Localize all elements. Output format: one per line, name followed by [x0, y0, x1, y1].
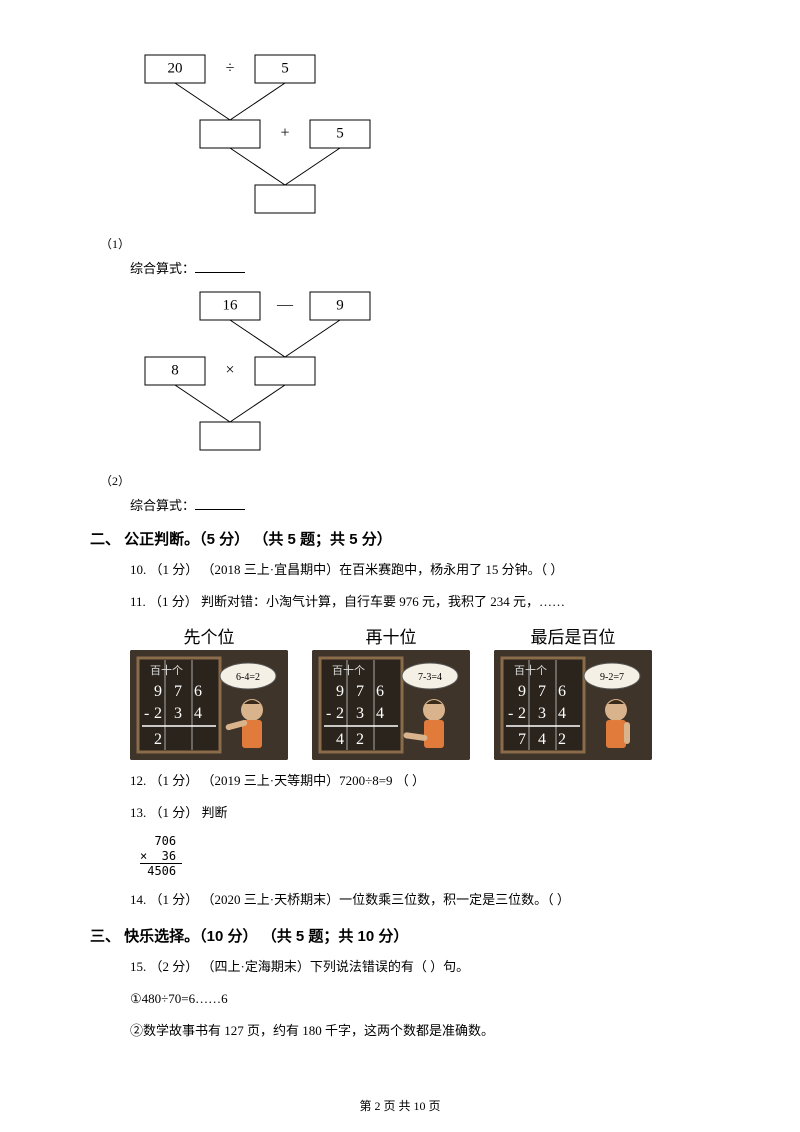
p3-bubble: 9-2=7	[600, 672, 624, 683]
question-15: 15. （2 分） （四上·定海期末）下列说法错误的有（ ）句。	[130, 956, 710, 978]
vert-r1: 706	[140, 834, 710, 848]
p2-bubble: 7-3=4	[418, 672, 442, 683]
combined-1: 综合算式：	[130, 258, 710, 277]
d1-top-left: 20	[168, 60, 183, 76]
d1-op1: ÷	[226, 60, 235, 77]
panel-2-title: 再十位	[312, 623, 470, 648]
d2-op1: —	[276, 297, 294, 314]
p2-headers: 百十个	[332, 663, 365, 677]
question-13: 13. （1 分） 判断	[130, 802, 710, 824]
blank-1[interactable]	[195, 261, 245, 273]
panel-1-title: 先个位	[130, 623, 288, 648]
d2-top-right: 9	[336, 297, 344, 313]
question-15b: ②数学故事书有 127 页，约有 180 千字，这两个数都是准确数。	[130, 1020, 710, 1042]
question-10: 10. （1 分） （2018 三上·宜昌期中）在百米赛跑中，杨永用了 15 分…	[130, 559, 710, 581]
combined-label-2: 综合算式：	[130, 498, 195, 513]
d1-top-right: 5	[281, 60, 289, 76]
question-11: 11. （1 分） 判断对错：小淘气计算，自行车要 976 元，我积了 234 …	[130, 591, 710, 613]
p3-r2: 234	[518, 705, 578, 722]
panel-1-image: 百十个 976 234 - 2 6-4=2	[130, 650, 288, 760]
d2-top-left: 16	[223, 297, 239, 313]
diagram-1-svg: 20 ÷ 5 + 5	[130, 50, 410, 225]
p1-headers: 百十个	[150, 663, 183, 677]
vert-r2: × 36	[140, 849, 182, 864]
page-footer: 第 2 页 共 10 页	[0, 1097, 800, 1114]
p1-r3: 2	[154, 731, 174, 748]
p2-r3: 42	[336, 731, 376, 748]
diagram-2: 16 — 9 8 ×	[130, 287, 710, 462]
svg-text:-: -	[508, 705, 513, 722]
p3-headers: 百十个	[514, 663, 547, 677]
blank-2[interactable]	[195, 498, 245, 510]
combined-2: 综合算式：	[130, 495, 710, 514]
p1-r2: 234	[154, 705, 214, 722]
question-12: 12. （1 分） （2019 三上·天等期中）7200÷8=9 （ ）	[130, 770, 710, 792]
panel-2: 再十位 百十个 976 234 - 42 7-3=4	[312, 623, 470, 760]
panel-1: 先个位 百十个 976 234 - 2 6-4=2	[130, 623, 288, 760]
diagram-1: 20 ÷ 5 + 5	[130, 50, 710, 225]
section-2-title: 二、 公正判断。（5 分） （共 5 题；共 5 分）	[90, 528, 710, 549]
panel-3-image: 百十个 976 234 - 742 9-2=7	[494, 650, 652, 760]
panel-2-image: 百十个 976 234 - 42 7-3=4	[312, 650, 470, 760]
d1-mid-right: 5	[336, 125, 344, 141]
svg-text:-: -	[144, 705, 149, 722]
d2-op2: ×	[225, 362, 234, 379]
combined-label-1: 综合算式：	[130, 261, 195, 276]
d2-mid-left: 8	[171, 362, 179, 378]
vertical-calc: 706 × 36 4506	[140, 834, 710, 878]
section-3-title: 三、 快乐选择。（10 分） （共 5 题；共 10 分）	[90, 925, 710, 946]
p1-r1: 976	[154, 683, 214, 700]
p3-r1: 976	[518, 683, 578, 700]
p2-r1: 976	[336, 683, 396, 700]
vert-r3: 4506	[140, 864, 710, 878]
svg-text:-: -	[326, 705, 331, 722]
marker-1: （1）	[100, 235, 710, 252]
d1-op2: +	[280, 125, 289, 142]
panel-3: 最后是百位 百十个 976 234 - 742 9-2=7	[494, 623, 652, 760]
diagram-2-svg: 16 — 9 8 ×	[130, 287, 410, 462]
question-15a: ①480÷70=6……6	[130, 988, 710, 1010]
illustration-panels: 先个位 百十个 976 234 - 2 6-4=2	[130, 623, 710, 760]
panel-3-title: 最后是百位	[494, 623, 652, 648]
marker-2: （2）	[100, 472, 710, 489]
p3-r3: 742	[518, 731, 578, 748]
question-14: 14. （1 分） （2020 三上·天桥期末）一位数乘三位数，积一定是三位数。…	[130, 889, 710, 911]
p1-bubble: 6-4=2	[236, 672, 260, 683]
p2-r2: 234	[336, 705, 396, 722]
